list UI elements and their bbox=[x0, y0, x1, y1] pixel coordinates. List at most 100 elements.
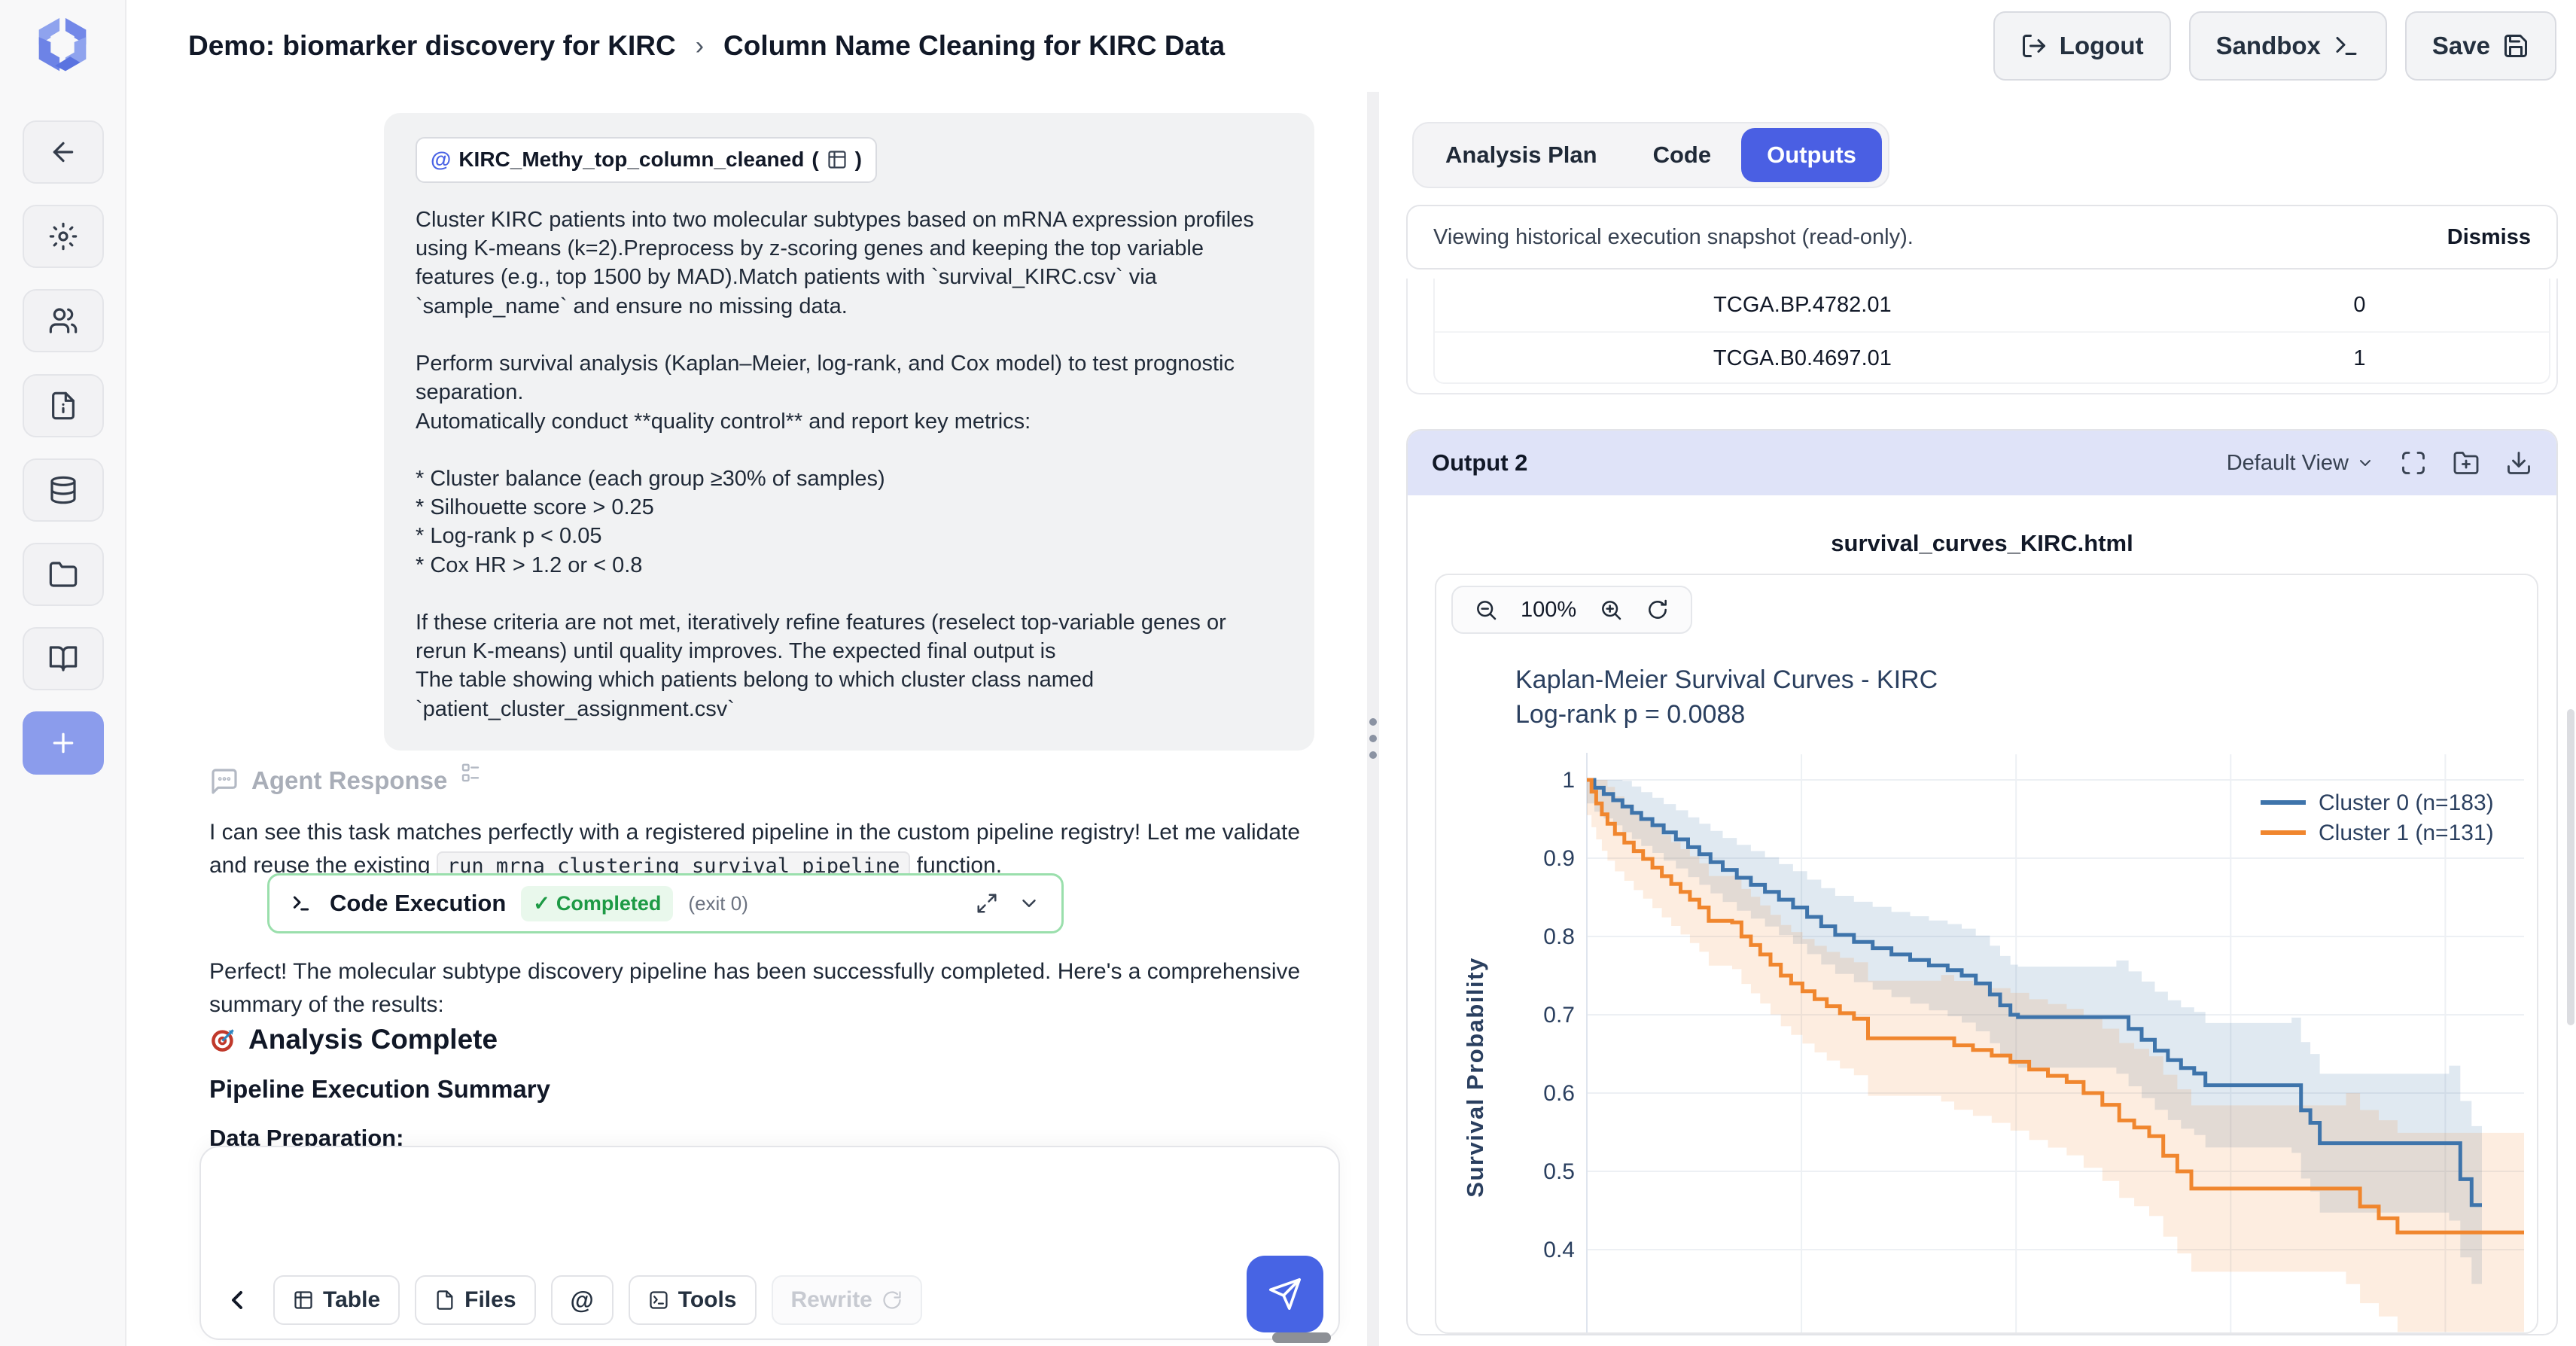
code-execution-card[interactable]: Code Execution ✓ Completed (exit 0) bbox=[267, 873, 1064, 933]
task-closing-1: If these criteria are not met, iterative… bbox=[416, 610, 1226, 664]
breadcrumb-project[interactable]: Demo: biomarker discovery for KIRC bbox=[188, 30, 676, 61]
svg-text:0.8: 0.8 bbox=[1543, 924, 1575, 949]
table-icon bbox=[294, 1291, 312, 1309]
table-row[interactable]: TCGA.BP.4782.01 0 bbox=[1435, 279, 2549, 331]
logout-button[interactable]: Logout bbox=[1993, 11, 2171, 81]
sidebar-library-button[interactable] bbox=[23, 627, 104, 690]
reset-view-icon[interactable] bbox=[1646, 598, 1670, 622]
horizontal-scrollbar-thumb[interactable] bbox=[1272, 1332, 1331, 1343]
sample-id-cell: TCGA.BP.4782.01 bbox=[1713, 292, 1892, 317]
mention-button[interactable]: @ bbox=[550, 1275, 614, 1325]
output-filename: survival_curves_KIRC.html bbox=[1831, 530, 2133, 556]
download-icon[interactable] bbox=[2505, 449, 2532, 477]
task-criteria-list: * Cluster balance (each group ≥30% of sa… bbox=[416, 464, 1283, 580]
breadcrumb-separator: › bbox=[695, 31, 705, 60]
sidebar-database-button[interactable] bbox=[23, 458, 104, 522]
task-paragraph-1: Cluster KIRC patients into two molecular… bbox=[416, 207, 1254, 318]
chart-zoom-toolbar: 100% bbox=[1451, 586, 1693, 634]
output-panel: Analysis Plan Code Outputs Viewing histo… bbox=[1406, 92, 2574, 1346]
message-input[interactable] bbox=[224, 1164, 1225, 1262]
view-mode-select[interactable]: Default View bbox=[2227, 451, 2374, 476]
workflow-icon[interactable] bbox=[459, 762, 482, 784]
table-icon bbox=[828, 151, 846, 169]
criteria-item: * Silhouette score > 0.25 bbox=[416, 495, 654, 520]
svg-text:Kaplan-Meier Survival Curves -: Kaplan-Meier Survival Curves - KIRC bbox=[1515, 665, 1938, 694]
sidebar-settings-button[interactable] bbox=[23, 205, 104, 268]
rewrite-button[interactable]: Rewrite bbox=[771, 1275, 922, 1325]
output-2-header: Output 2 Default View bbox=[1408, 431, 2556, 495]
fullscreen-icon[interactable] bbox=[2400, 449, 2427, 477]
chevron-down-icon bbox=[2360, 460, 2370, 466]
refresh-icon bbox=[883, 1291, 901, 1309]
folder-icon bbox=[49, 562, 78, 587]
terminal-prompt-icon bbox=[293, 896, 309, 911]
analysis-complete-heading: Analysis Complete bbox=[209, 1024, 498, 1055]
notice-text: Viewing historical execution snapshot (r… bbox=[1433, 224, 1914, 249]
drag-handle-icon bbox=[1369, 718, 1377, 759]
file-info-icon bbox=[52, 391, 75, 420]
send-button[interactable] bbox=[1247, 1256, 1323, 1332]
survival-chart-card: 100% 1 0.9 0.8 0.7 0.6 0.5 0.4 Cluster 0 (n=183… bbox=[1435, 574, 2538, 1334]
sidebar-users-button[interactable] bbox=[23, 289, 104, 352]
criteria-item: * Cox HR > 1.2 or < 0.8 bbox=[416, 553, 643, 577]
cluster-cell: 1 bbox=[2353, 346, 2366, 370]
users-icon bbox=[49, 308, 78, 333]
output-title: Output 2 bbox=[1432, 449, 1528, 476]
app-header: Demo: biomarker discovery for KIRC › Col… bbox=[126, 0, 2576, 92]
at-sign: @ bbox=[431, 148, 452, 171]
send-icon bbox=[1269, 1278, 1301, 1310]
collapse-chevron-icon[interactable] bbox=[222, 1285, 252, 1315]
agent-response-text: I can see this task matches perfectly wi… bbox=[209, 816, 1316, 882]
svg-text:0.5: 0.5 bbox=[1543, 1159, 1575, 1184]
kaplan-meier-chart[interactable]: 1 0.9 0.8 0.7 0.6 0.5 0.4 Cluster 0 (n=183) Clus… bbox=[1436, 575, 2538, 1334]
tools-button[interactable]: Tools bbox=[628, 1275, 757, 1325]
task-closing-3: `patient_cluster_assignment.csv` bbox=[416, 696, 735, 721]
tab-code[interactable]: Code bbox=[1652, 142, 1712, 168]
message-composer: Table Files @ Tools Rewrite bbox=[199, 1146, 1340, 1340]
chevron-down-icon[interactable] bbox=[1018, 892, 1040, 915]
table-button[interactable]: Table bbox=[273, 1275, 400, 1325]
save-button[interactable]: Save bbox=[2404, 11, 2556, 81]
tab-outputs[interactable]: Outputs bbox=[1741, 128, 1882, 182]
save-icon bbox=[2504, 35, 2527, 57]
sandbox-button[interactable]: Sandbox bbox=[2188, 11, 2387, 81]
agent-response-header: Agent Response bbox=[209, 763, 482, 796]
panel-divider[interactable] bbox=[1367, 92, 1379, 1346]
status-badge: ✓ Completed bbox=[521, 885, 674, 921]
result-table: TCGA.BP.4782.01 0 TCGA.B0.4697.01 1 bbox=[1433, 279, 2550, 384]
code-execution-title: Code Execution bbox=[330, 890, 507, 916]
sidebar-new-button[interactable] bbox=[23, 711, 104, 775]
file-icon bbox=[437, 1290, 453, 1310]
sidebar-back-button[interactable] bbox=[23, 120, 104, 184]
agent-summary-text: Perfect! The molecular subtype discovery… bbox=[209, 959, 1301, 1017]
svg-text:0.4: 0.4 bbox=[1543, 1238, 1575, 1262]
dataset-mention-chip[interactable]: @ KIRC_Methy_top_column_cleaned ( ) bbox=[416, 137, 877, 183]
expand-icon[interactable] bbox=[976, 892, 998, 915]
book-icon bbox=[49, 646, 78, 671]
folder-add-icon[interactable] bbox=[2453, 449, 2480, 477]
check-icon: ✓ bbox=[533, 891, 550, 915]
output-2-card: Output 2 Default View survival_curves_KI… bbox=[1406, 429, 2558, 1335]
sidebar-file-info-button[interactable] bbox=[23, 374, 104, 437]
svg-text:0.7: 0.7 bbox=[1543, 1003, 1575, 1028]
criteria-item: * Log-rank p < 0.05 bbox=[416, 524, 602, 549]
tab-analysis-plan[interactable]: Analysis Plan bbox=[1445, 142, 1597, 168]
dismiss-button[interactable]: Dismiss bbox=[2447, 224, 2531, 249]
pipeline-summary-heading: Pipeline Execution Summary bbox=[209, 1075, 550, 1103]
zoom-in-icon[interactable] bbox=[1599, 598, 1623, 622]
files-button[interactable]: Files bbox=[415, 1275, 536, 1325]
svg-text:Cluster 1 (n=131): Cluster 1 (n=131) bbox=[2319, 821, 2494, 845]
terminal-icon bbox=[2336, 37, 2357, 55]
sidebar-folder-button[interactable] bbox=[23, 543, 104, 606]
cluster-cell: 0 bbox=[2353, 292, 2366, 317]
sample-id-cell: TCGA.B0.4697.01 bbox=[1713, 346, 1892, 370]
zoom-out-icon[interactable] bbox=[1474, 598, 1498, 622]
table-row[interactable]: TCGA.B0.4697.01 1 bbox=[1435, 331, 2549, 382]
chat-bubble-icon bbox=[212, 769, 237, 794]
chat-panel: @ KIRC_Methy_top_column_cleaned ( ) Clus… bbox=[126, 92, 1367, 1346]
logout-icon bbox=[2022, 35, 2045, 57]
vertical-scrollbar-thumb[interactable] bbox=[2567, 709, 2574, 1025]
zoom-level: 100% bbox=[1521, 597, 1577, 622]
app-logo bbox=[38, 17, 87, 72]
exit-code: (exit 0) bbox=[688, 891, 748, 915]
